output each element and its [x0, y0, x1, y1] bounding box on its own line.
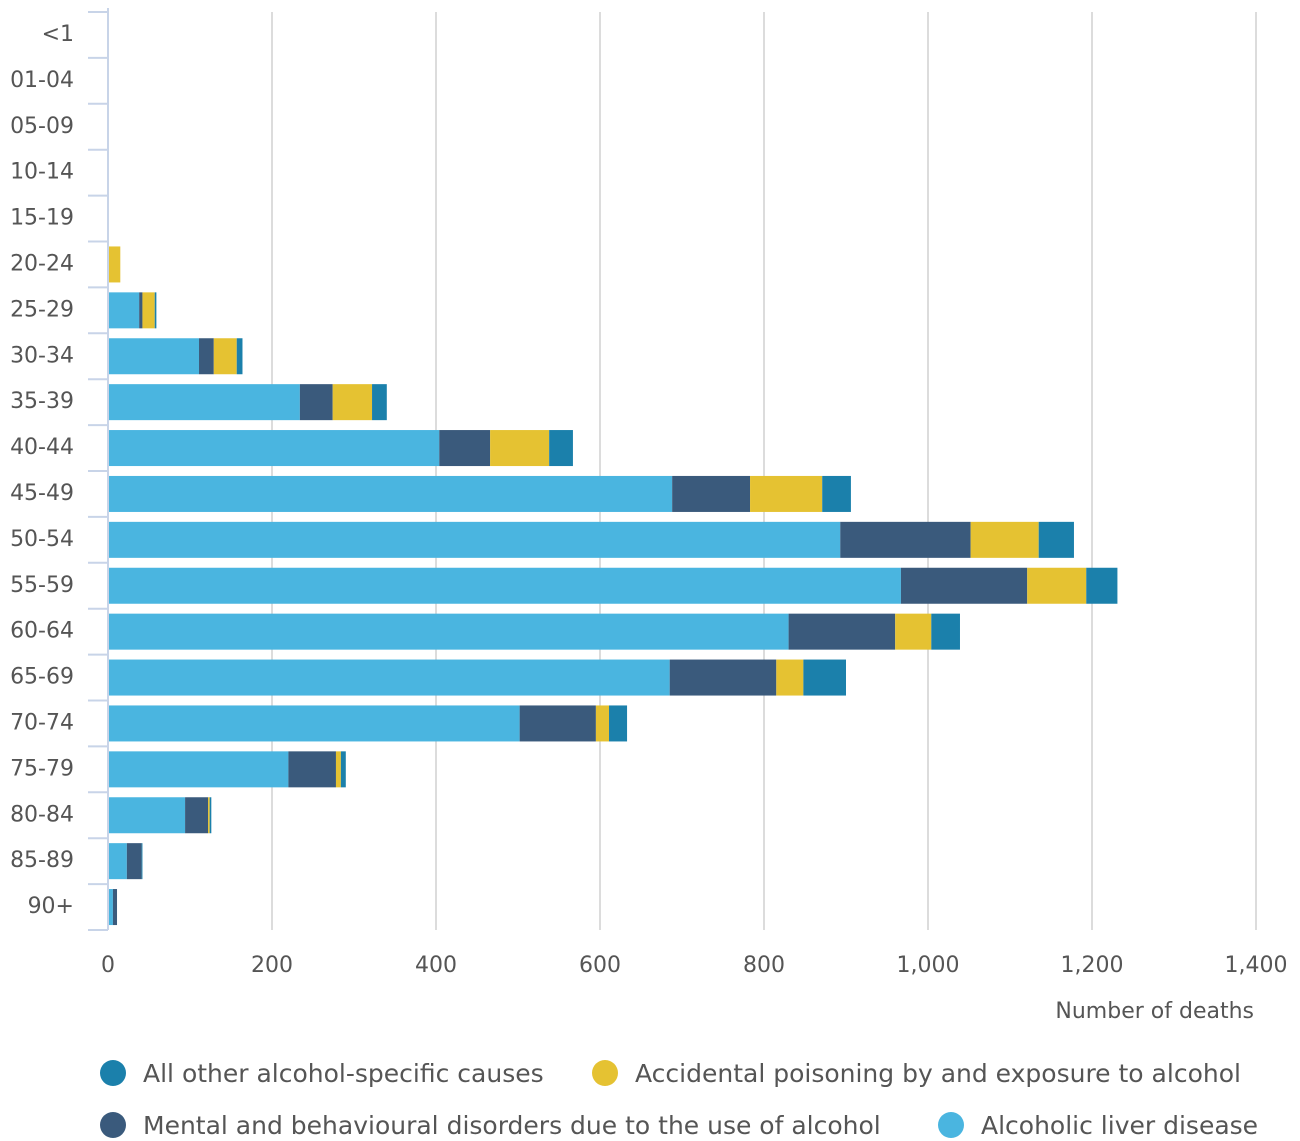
bar-segment [895, 613, 932, 650]
bar-segment [108, 889, 113, 926]
bar-segment [372, 384, 387, 421]
bar-segment [970, 521, 1039, 558]
y-tick-label: 35-39 [10, 389, 74, 414]
bar-segment [900, 567, 1028, 604]
bar-segment [142, 292, 155, 329]
y-tick-label: 25-29 [10, 297, 74, 322]
legend-label: Accidental poisoning by and exposure to … [635, 1059, 1241, 1088]
bar-segment [332, 384, 373, 421]
bar-segment [236, 338, 243, 375]
x-tick-label: 200 [251, 953, 293, 978]
bar-segment [108, 567, 901, 604]
x-tick-label: 1,400 [1225, 953, 1288, 978]
y-tick-label: 85-89 [10, 848, 74, 873]
bar-segment [108, 246, 121, 283]
bar-segment [672, 475, 751, 512]
bar-segment [108, 475, 673, 512]
y-tick-label: 05-09 [10, 114, 74, 139]
y-tick-label: 75-79 [10, 756, 74, 781]
bar-segment [840, 521, 971, 558]
bar-segment [209, 797, 212, 834]
bar-segment [126, 843, 142, 880]
y-tick-label: 45-49 [10, 481, 74, 506]
x-tick-label: 0 [101, 953, 115, 978]
bar-segment [549, 430, 573, 467]
bar-segment [213, 338, 237, 375]
bar-segment [108, 430, 440, 467]
y-tick-label: 50-54 [10, 527, 74, 552]
bar-segment [931, 613, 960, 650]
legend-swatch [938, 1112, 964, 1138]
y-tick-label: 65-69 [10, 665, 74, 690]
bar-segment [108, 292, 140, 329]
bar-segment [112, 889, 118, 926]
bar-segment [139, 292, 143, 329]
y-tick-label: 10-14 [10, 160, 74, 185]
bar-segment [108, 613, 789, 650]
bar-segment [199, 338, 214, 375]
bar-segment [803, 659, 846, 696]
bar-segment [1027, 567, 1087, 604]
y-tick-label: <1 [42, 22, 74, 47]
bar-segment [609, 705, 628, 742]
legend-label: Alcoholic liver disease [981, 1111, 1258, 1140]
y-tick-label: 70-74 [10, 710, 74, 735]
bar-segment [519, 705, 596, 742]
bar-segment [822, 475, 851, 512]
x-tick-label: 800 [743, 953, 785, 978]
bar-segment [299, 384, 333, 421]
x-tick-label: 400 [415, 953, 457, 978]
bar-segment [1086, 567, 1118, 604]
y-tick-label: 40-44 [10, 435, 74, 460]
legend-label: Mental and behavioural disorders due to … [143, 1111, 881, 1140]
x-tick-label: 600 [579, 953, 621, 978]
bar-segment [141, 843, 143, 880]
bar-segment [185, 797, 209, 834]
bar-segment [108, 521, 841, 558]
bar-segment [208, 797, 210, 834]
bar-segment [788, 613, 896, 650]
bar-segment [750, 475, 823, 512]
bar-segment [108, 338, 200, 375]
bar-segment [669, 659, 777, 696]
bar-segment [288, 751, 336, 788]
x-axis-title: Number of deaths [1055, 999, 1254, 1024]
y-tick-label: 90+ [28, 894, 74, 919]
y-tick-label: 80-84 [10, 802, 74, 827]
legend-swatch [100, 1060, 126, 1086]
y-tick-label: 60-64 [10, 619, 74, 644]
bar-segment [335, 751, 341, 788]
bar-segment [108, 384, 300, 421]
bar-segment [776, 659, 804, 696]
y-tick-label: 15-19 [10, 206, 74, 231]
bar-segment [108, 705, 520, 742]
legend-swatch [100, 1112, 126, 1138]
legend-swatch [592, 1060, 618, 1086]
x-tick-label: 1,200 [1061, 953, 1124, 978]
y-tick-label: 20-24 [10, 251, 74, 276]
bar-segment [154, 292, 157, 329]
bar-segment [108, 843, 127, 880]
bar-segment [490, 430, 550, 467]
y-tick-label: 01-04 [10, 68, 74, 93]
bar-segment [108, 797, 186, 834]
bar-segment [108, 659, 670, 696]
bar-segment [108, 751, 289, 788]
bar-segment [439, 430, 491, 467]
legend-label: All other alcohol-specific causes [143, 1059, 544, 1088]
bar-segment [595, 705, 610, 742]
y-tick-label: 30-34 [10, 343, 74, 368]
x-tick-label: 1,000 [897, 953, 960, 978]
bar-segment [1038, 521, 1074, 558]
bar-segment [340, 751, 346, 788]
y-tick-label: 55-59 [10, 573, 74, 598]
